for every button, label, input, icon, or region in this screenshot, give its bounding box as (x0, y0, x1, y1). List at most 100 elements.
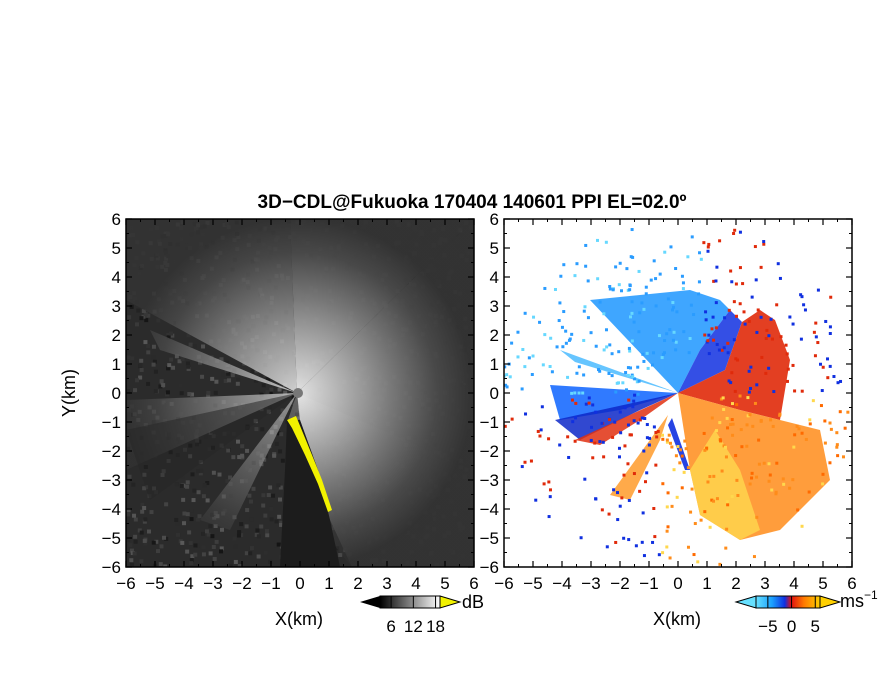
reflectivity-speckle (213, 390, 218, 395)
velocity-speckle (661, 352, 665, 356)
velocity-speckle (529, 459, 533, 463)
velocity-speckle (682, 330, 686, 334)
velocity-speckle (690, 235, 694, 239)
reflectivity-speckle (154, 539, 159, 544)
velocity-speckle (835, 443, 839, 447)
velocity-speckle (623, 406, 627, 410)
right-y-tick-label: −6 (480, 558, 499, 577)
reflectivity-speckle (140, 502, 145, 507)
velocity-speckle (608, 287, 612, 291)
velocity-speckle (602, 312, 606, 316)
velocity-speckle (782, 482, 786, 486)
reflectivity-speckle (283, 390, 288, 395)
velocity-speckle (839, 379, 843, 383)
velocity-speckle (699, 518, 703, 522)
velocity-speckle (687, 351, 691, 355)
left-x-tick-label: 4 (411, 574, 420, 593)
velocity-speckle (735, 403, 739, 407)
velocity-speckle (714, 301, 718, 305)
velocity-speckle (795, 424, 799, 428)
reflectivity-speckle (151, 344, 156, 349)
reflectivity-speckle (196, 490, 201, 495)
velocity-speckle (662, 351, 666, 355)
velocity-speckle (667, 433, 671, 437)
velocity-speckle (736, 358, 740, 362)
velocity-colorbar-tick-label: −5 (758, 617, 777, 636)
reflectivity-speckle (199, 468, 204, 473)
reflectivity-speckle (166, 335, 171, 340)
reflectivity-speckle (193, 552, 198, 557)
velocity-speckle (557, 319, 561, 323)
velocity-speckle (600, 508, 604, 512)
velocity-speckle (690, 487, 694, 491)
left-x-tick-label: 3 (382, 574, 391, 593)
reflectivity-speckle (249, 517, 254, 522)
velocity-speckle (811, 399, 815, 403)
reflectivity-speckle (146, 529, 151, 534)
velocity-speckle (622, 536, 626, 540)
velocity-speckle (680, 274, 684, 278)
reflectivity-colorbar-tick-label: 18 (426, 617, 445, 636)
left-y-tick-label: −5 (102, 529, 121, 548)
right-y-tick-label: −3 (480, 471, 499, 490)
velocity-speckle (575, 262, 579, 266)
velocity-speckle (627, 398, 631, 402)
velocity-speckle (804, 437, 808, 441)
velocity-speckle (764, 371, 768, 375)
reflectivity-speckle (188, 342, 193, 347)
velocity-speckle (725, 416, 729, 420)
reflectivity-speckle (190, 472, 195, 477)
velocity-speckle (610, 352, 614, 356)
reflectivity-speckle (259, 524, 264, 529)
velocity-speckle (671, 308, 675, 312)
velocity-speckle (799, 293, 803, 297)
reflectivity-speckle (280, 458, 285, 463)
velocity-speckle (739, 428, 743, 432)
reflectivity-speckle (126, 389, 131, 394)
left-y-tick-label: −2 (102, 442, 121, 461)
reflectivity-speckle (153, 389, 158, 394)
velocity-speckle (791, 478, 795, 482)
reflectivity-speckle (227, 378, 232, 383)
left-y-axis-label: Y(km) (59, 369, 79, 417)
reflectivity-speckle (158, 562, 163, 567)
velocity-speckle (616, 491, 620, 495)
velocity-speckle (706, 480, 710, 484)
velocity-speckle (604, 240, 608, 244)
reflectivity-speckle (229, 560, 234, 565)
velocity-speckle (769, 317, 773, 321)
velocity-speckle (523, 365, 527, 369)
velocity-speckle (670, 445, 674, 449)
reflectivity-speckle (201, 531, 206, 536)
velocity-speckle (575, 371, 579, 375)
velocity-speckle (665, 505, 669, 509)
velocity-speckle (686, 466, 690, 470)
velocity-speckle (601, 440, 605, 444)
reflectivity-speckle (146, 381, 151, 386)
reflectivity-speckle (138, 363, 143, 368)
velocity-speckle (504, 365, 507, 369)
reflectivity-speckle (185, 549, 190, 554)
velocity-speckle (620, 496, 624, 500)
reflectivity-speckle (140, 509, 145, 514)
reflectivity-speckle (163, 564, 168, 567)
velocity-speckle (505, 373, 509, 377)
reflectivity-speckle (139, 316, 144, 321)
reflectivity-speckle (235, 439, 240, 444)
reflectivity-speckle (196, 469, 201, 474)
velocity-speckle (577, 391, 581, 395)
velocity-speckle (622, 473, 626, 477)
velocity-speckle (628, 433, 632, 437)
reflectivity-speckle (239, 505, 244, 510)
velocity-speckle (665, 332, 669, 336)
reflectivity-speckle (240, 453, 245, 458)
velocity-speckle (676, 445, 680, 449)
velocity-speckle (807, 490, 811, 494)
reflectivity-speckle (165, 390, 170, 395)
velocity-speckle (714, 279, 718, 283)
right-y-tick-label: −4 (480, 500, 499, 519)
velocity-speckle (759, 265, 763, 269)
reflectivity-speckle (170, 333, 175, 338)
velocity-speckle (666, 525, 670, 529)
velocity-speckle (611, 288, 615, 292)
